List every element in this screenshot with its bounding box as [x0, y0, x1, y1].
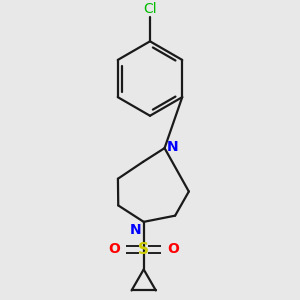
- Text: N: N: [130, 224, 141, 238]
- Text: O: O: [108, 242, 120, 256]
- Text: Cl: Cl: [143, 2, 157, 16]
- Text: N: N: [167, 140, 179, 154]
- Text: O: O: [167, 242, 179, 256]
- Text: S: S: [138, 242, 149, 257]
